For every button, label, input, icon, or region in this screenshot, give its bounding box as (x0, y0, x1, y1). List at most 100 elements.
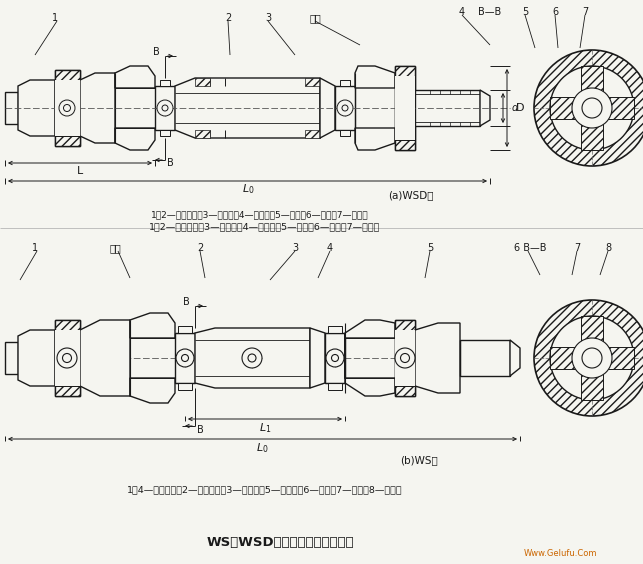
Polygon shape (310, 328, 325, 388)
Text: 3: 3 (292, 243, 298, 253)
Bar (395, 330, 415, 386)
Text: 7: 7 (574, 243, 580, 253)
Circle shape (395, 348, 415, 368)
Text: 6: 6 (552, 7, 558, 17)
Text: 1: 1 (32, 243, 38, 253)
Text: d: d (512, 103, 518, 113)
Polygon shape (460, 340, 510, 376)
Polygon shape (345, 333, 395, 396)
Bar (55, 330, 80, 386)
Circle shape (534, 50, 643, 166)
Text: 6 B—B: 6 B—B (514, 243, 547, 253)
Bar (395, 320, 415, 330)
Text: WS、WSD型十字轴式万向联轴器: WS、WSD型十字轴式万向联轴器 (206, 535, 354, 549)
Bar (178, 383, 192, 390)
Text: (a)WSD型: (a)WSD型 (388, 190, 433, 200)
Circle shape (157, 100, 173, 116)
Bar (328, 383, 342, 390)
Text: $L_0$: $L_0$ (256, 441, 268, 455)
Polygon shape (130, 378, 175, 403)
Polygon shape (155, 86, 175, 130)
Polygon shape (175, 333, 195, 383)
Text: 标志: 标志 (109, 243, 121, 253)
Polygon shape (325, 333, 345, 383)
Text: 标志: 标志 (309, 13, 321, 23)
Polygon shape (115, 128, 155, 150)
Bar (55, 136, 80, 146)
Polygon shape (581, 316, 603, 400)
Bar (195, 130, 210, 138)
Polygon shape (510, 340, 520, 376)
Circle shape (582, 348, 602, 368)
Bar (178, 326, 192, 333)
Text: 7: 7 (582, 7, 588, 17)
Circle shape (550, 316, 634, 400)
Text: B: B (183, 297, 190, 307)
Bar (55, 70, 80, 80)
Text: L: L (77, 166, 83, 176)
Bar (55, 80, 80, 136)
Polygon shape (345, 320, 395, 338)
Circle shape (57, 348, 77, 368)
Circle shape (401, 354, 410, 363)
Bar (395, 66, 415, 76)
Text: B: B (197, 425, 204, 435)
Polygon shape (5, 92, 18, 124)
Polygon shape (55, 320, 80, 396)
Bar (55, 320, 80, 330)
Text: 8: 8 (605, 243, 611, 253)
Polygon shape (550, 97, 634, 119)
Polygon shape (18, 80, 55, 136)
Polygon shape (5, 342, 18, 374)
Polygon shape (195, 328, 310, 388)
Text: 3: 3 (265, 13, 271, 23)
Bar (395, 386, 415, 396)
Polygon shape (415, 90, 480, 126)
Text: 4: 4 (459, 7, 465, 17)
Bar (195, 78, 210, 86)
Bar (340, 80, 350, 86)
Polygon shape (355, 66, 395, 88)
Bar (55, 386, 80, 396)
Bar (395, 76, 415, 140)
Polygon shape (115, 66, 155, 88)
Bar (305, 130, 320, 138)
Text: 1、4—半联轴器；2—叉形接头；3—圆锥销；5—十字轴；6—销钉；7—套筒；8—圆柱销: 1、4—半联轴器；2—叉形接头；3—圆锥销；5—十字轴；6—销钉；7—套筒；8—… (127, 486, 403, 495)
Circle shape (337, 100, 353, 116)
Polygon shape (415, 323, 460, 393)
Circle shape (550, 66, 634, 150)
Bar (328, 326, 342, 333)
Polygon shape (480, 90, 490, 126)
Text: 5: 5 (427, 243, 433, 253)
Text: 4: 4 (327, 243, 333, 253)
Circle shape (242, 348, 262, 368)
Text: B: B (153, 47, 160, 57)
Polygon shape (80, 73, 115, 143)
Polygon shape (320, 78, 335, 138)
Circle shape (162, 105, 168, 111)
Polygon shape (80, 320, 130, 396)
Circle shape (572, 88, 612, 128)
Circle shape (342, 105, 348, 111)
Polygon shape (130, 313, 175, 338)
Bar (160, 80, 170, 86)
Text: 2: 2 (225, 13, 231, 23)
Circle shape (332, 355, 338, 362)
Text: B: B (167, 158, 174, 168)
Polygon shape (395, 320, 415, 396)
Polygon shape (18, 330, 55, 386)
Polygon shape (581, 66, 603, 150)
Bar (340, 130, 350, 136)
Text: B—B: B—B (478, 7, 502, 17)
Text: 5: 5 (522, 7, 528, 17)
Circle shape (582, 98, 602, 118)
Circle shape (534, 300, 643, 416)
Text: (b)WS型: (b)WS型 (400, 455, 438, 465)
Polygon shape (395, 66, 415, 150)
Circle shape (176, 349, 194, 367)
Circle shape (326, 349, 344, 367)
Polygon shape (335, 86, 355, 130)
Bar (305, 78, 320, 86)
Text: $L_0$: $L_0$ (242, 182, 254, 196)
Polygon shape (55, 70, 80, 146)
